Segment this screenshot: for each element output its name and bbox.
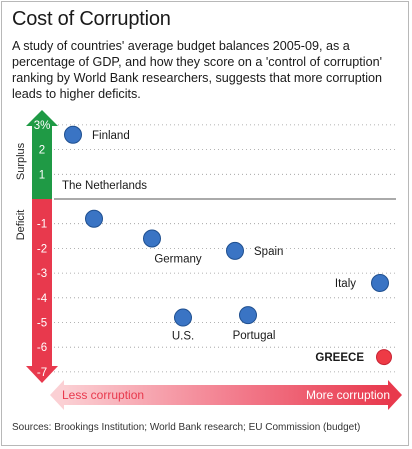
y-axis-label-surplus: Surplus xyxy=(15,142,27,180)
deficit-arrow-head xyxy=(26,366,58,383)
y-tick-label: -6 xyxy=(37,342,47,354)
surplus-bar xyxy=(32,124,52,199)
source-note: Sources: Brookings Institution; World Ba… xyxy=(12,422,361,433)
y-axis-label-deficit: Deficit xyxy=(15,210,27,241)
y-tick-label: -2 xyxy=(37,243,47,255)
deficit-bar xyxy=(32,199,52,368)
y-tick-label: 1 xyxy=(39,169,45,181)
x-axis-bar xyxy=(62,385,390,405)
y-tick-label: 3% xyxy=(34,120,51,132)
data-point xyxy=(371,273,389,292)
point-label: The Netherlands xyxy=(62,180,147,192)
y-tick-label: 2 xyxy=(39,145,45,157)
y-tick-label: -1 xyxy=(37,219,47,231)
x-axis-label-left: Less corruption xyxy=(62,388,144,402)
y-tick-label: -5 xyxy=(37,318,47,330)
data-point xyxy=(226,241,244,260)
x-arrow-left xyxy=(50,380,64,410)
y-tick-label: -3 xyxy=(37,268,47,280)
chart-subtitle: A study of countries' average budget bal… xyxy=(12,39,383,101)
x-arrow-right xyxy=(388,380,402,410)
point-label: U.S. xyxy=(172,331,194,343)
data-point xyxy=(143,229,161,248)
point-label: Germany xyxy=(154,254,202,266)
data-point xyxy=(174,308,192,327)
point-label: Portugal xyxy=(233,330,276,342)
point-label: Italy xyxy=(335,278,356,290)
data-point xyxy=(376,349,392,366)
surplus-arrow-head xyxy=(26,110,58,126)
data-point xyxy=(239,306,257,325)
data-point xyxy=(85,209,103,228)
y-tick-label: -4 xyxy=(37,293,48,305)
point-label: Finland xyxy=(92,130,130,142)
data-point xyxy=(64,125,82,144)
point-label: GREECE xyxy=(315,352,364,364)
point-label: Spain xyxy=(254,246,283,258)
chart-title: Cost of Corruption xyxy=(12,8,171,30)
y-tick-label: -7 xyxy=(37,367,47,379)
x-axis-label-right: More corruption xyxy=(306,388,390,402)
